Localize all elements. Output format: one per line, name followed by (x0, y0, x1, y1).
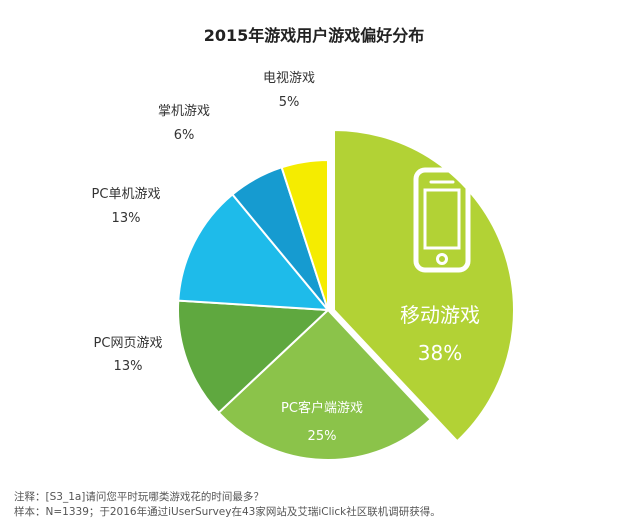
slice-value-1: 25% (308, 429, 337, 444)
slice-value-5: 5% (279, 95, 300, 110)
slice-label-0: 移动游戏 (400, 303, 480, 327)
pie-slice-5 (280, 158, 329, 311)
chart-title: 2015年游戏用户游戏偏好分布 (203, 26, 425, 45)
slice-label-3: PC单机游戏 (92, 187, 161, 202)
pie-slice-1 (217, 308, 433, 461)
slice-label-4: 掌机游戏 (158, 104, 210, 119)
slice-label-1: PC客户端游戏 (281, 400, 363, 416)
slice-value-4: 6% (174, 128, 195, 143)
slice-value-2: 13% (114, 359, 143, 374)
smartphone-icon (413, 167, 471, 273)
note-question: 注释：[S3_1a]请问您平时玩哪类游戏花的时间最多？ (14, 491, 264, 503)
pie-slice-3 (177, 193, 331, 312)
pie-slice-2 (177, 299, 331, 415)
slice-label-2: PC网页游戏 (94, 336, 163, 351)
slice-value-0: 38% (418, 341, 462, 365)
slice-label-5: 电视游戏 (263, 71, 315, 86)
note-sample: 样本：N=1339；于2016年通过iUserSurvey在43家网站及艾瑞iC… (14, 506, 441, 518)
slice-value-3: 13% (112, 211, 141, 226)
chart-notes: 注释：[S3_1a]请问您平时玩哪类游戏花的时间最多？ 样本：N=1339；于2… (14, 490, 441, 520)
